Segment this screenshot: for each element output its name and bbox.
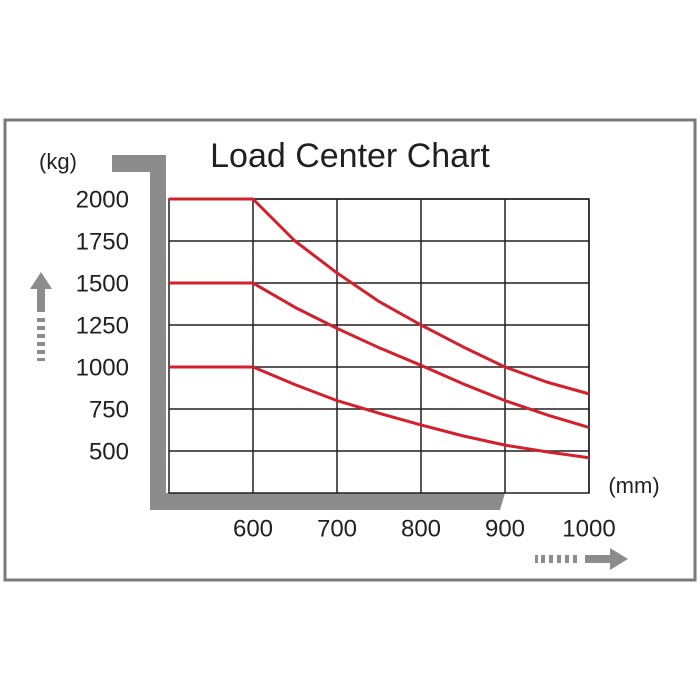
x-arrow-dashes bbox=[535, 555, 577, 563]
y-tick-label: 1500 bbox=[76, 270, 129, 297]
x-tick-label: 600 bbox=[233, 515, 273, 542]
axis-bracket bbox=[112, 155, 505, 510]
y-tick-label: 1000 bbox=[76, 354, 129, 381]
y-tick-label: 1750 bbox=[76, 228, 129, 255]
y-arrow-dashes bbox=[37, 318, 45, 361]
y-tick-label: 500 bbox=[89, 438, 129, 465]
x-tick-label: 700 bbox=[317, 515, 357, 542]
x-tick-label: 800 bbox=[401, 515, 441, 542]
y-tick-label: 750 bbox=[89, 396, 129, 423]
x-tick-label: 1000 bbox=[562, 515, 615, 542]
y-tick-label: 2000 bbox=[76, 186, 129, 213]
plot: 500 750 1000 1250 1500 1750 2000 600 700 800 900 10… bbox=[76, 186, 616, 542]
y-arrow bbox=[30, 272, 52, 312]
x-tick-label: 900 bbox=[485, 515, 525, 542]
series-line bbox=[169, 281, 590, 429]
series-line bbox=[169, 197, 590, 396]
y-axis-label: (kg) bbox=[39, 149, 77, 174]
chart-title: Load Center Chart bbox=[210, 137, 490, 175]
x-axis-label: (mm) bbox=[608, 473, 659, 498]
y-tick-label: 1250 bbox=[76, 312, 129, 339]
series-line bbox=[169, 365, 590, 460]
x-arrow bbox=[585, 548, 628, 570]
